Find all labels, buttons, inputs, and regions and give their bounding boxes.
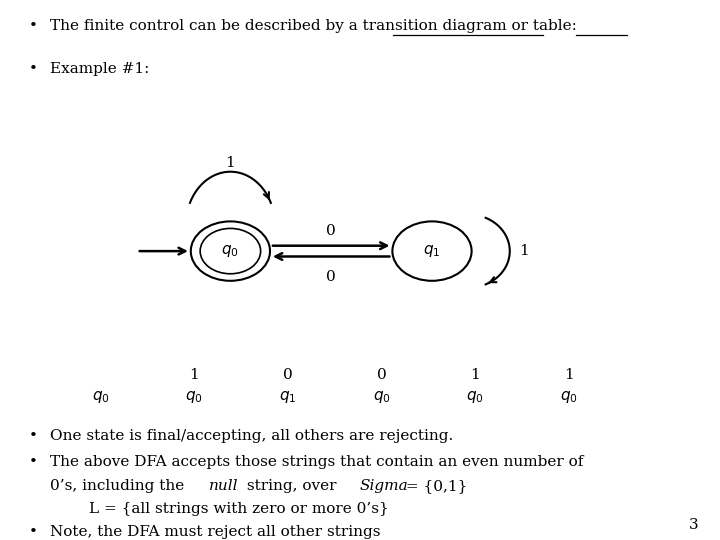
Text: 0: 0 [377,368,387,382]
Text: 3: 3 [689,518,698,532]
Text: Example #1:: Example #1: [50,62,150,76]
Text: L = {all strings with zero or more 0’s}: L = {all strings with zero or more 0’s} [50,502,389,516]
Text: 0: 0 [326,270,336,284]
Text: One state is final/accepting, all others are rejecting.: One state is final/accepting, all others… [50,429,454,443]
Text: Sigma: Sigma [359,479,408,493]
Text: $q_0$: $q_0$ [92,389,109,405]
Text: •: • [29,19,37,33]
Text: null: null [209,479,238,493]
Text: $q_0$: $q_0$ [222,243,239,259]
Text: •: • [29,429,37,443]
Text: 1: 1 [564,368,574,382]
Text: 1: 1 [189,368,199,382]
Text: Note, the DFA must reject all other strings: Note, the DFA must reject all other stri… [50,525,381,539]
Text: 0’s, including the: 0’s, including the [50,479,189,493]
Text: •: • [29,525,37,539]
Text: $q_0$: $q_0$ [186,389,203,405]
Text: $q_1$: $q_1$ [423,243,441,259]
Text: 1: 1 [225,156,235,170]
Text: •: • [29,455,37,469]
Text: string, over: string, over [243,479,342,493]
Text: $q_0$: $q_0$ [467,389,484,405]
Text: The finite control can be described by a transition diagram or table:: The finite control can be described by a… [50,19,577,33]
Text: The above DFA accepts those strings that contain an even number of: The above DFA accepts those strings that… [50,455,584,469]
Text: •: • [29,62,37,76]
Text: $q_0$: $q_0$ [560,389,577,405]
Text: = {0,1}: = {0,1} [401,479,467,493]
Text: 0: 0 [326,224,336,238]
Text: 0: 0 [283,368,293,382]
Text: $q_1$: $q_1$ [279,389,297,405]
Text: 1: 1 [519,244,529,258]
Text: $q_0$: $q_0$ [373,389,390,405]
Text: 1: 1 [470,368,480,382]
